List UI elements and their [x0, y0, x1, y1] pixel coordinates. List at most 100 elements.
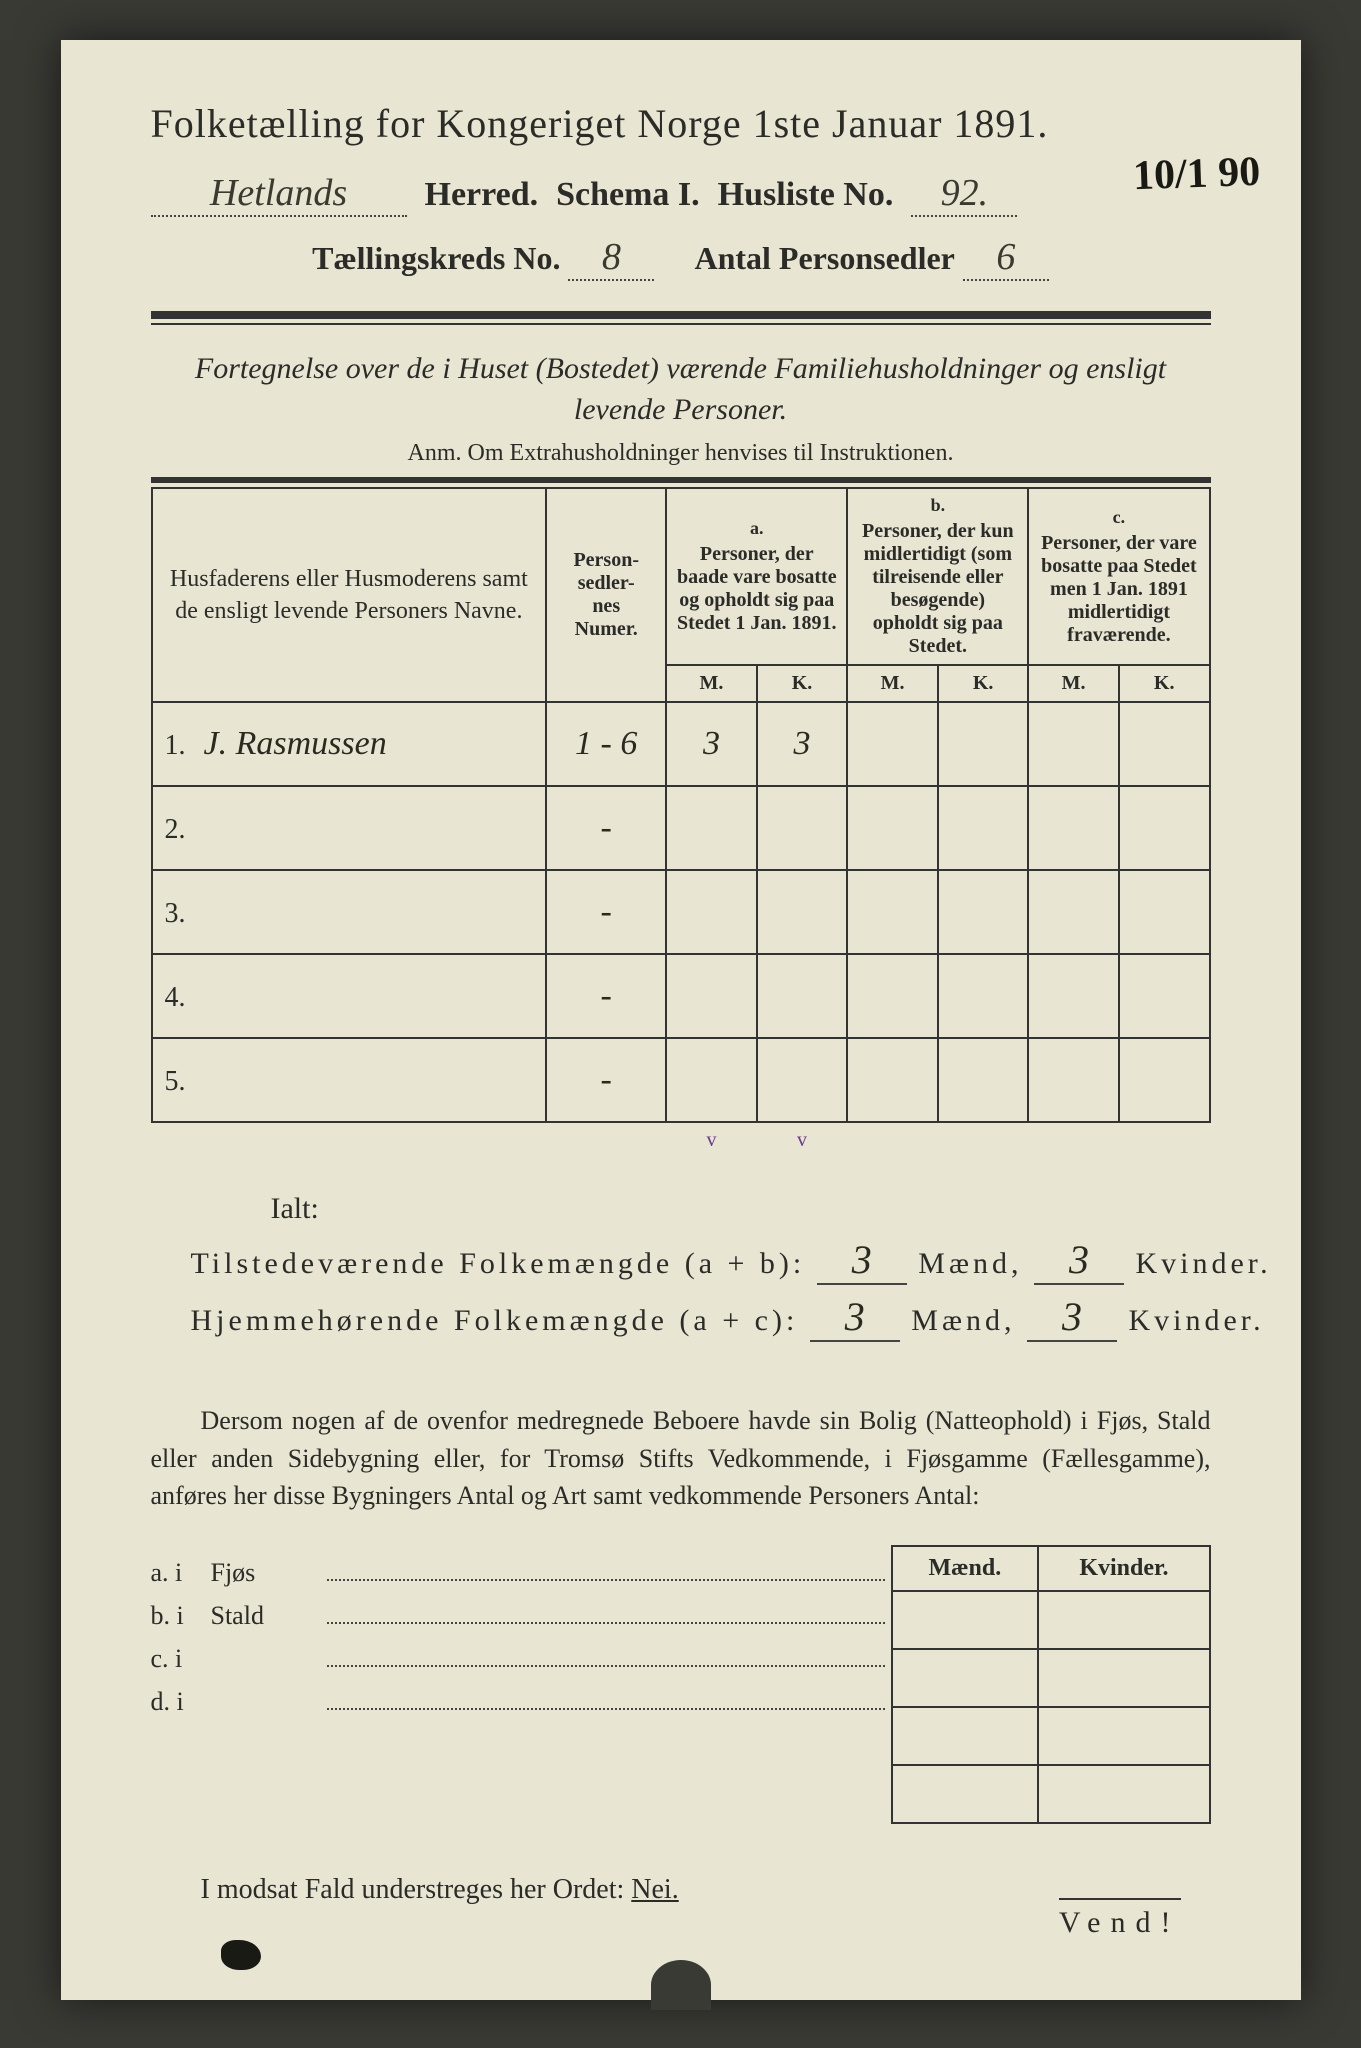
building-txt: Fjøs — [211, 1558, 321, 1588]
mk-cell — [892, 1765, 1039, 1823]
main-table: Husfaderens eller Husmoderens samt de en… — [151, 487, 1211, 1158]
col-c-label: c. — [1037, 507, 1200, 528]
sum-line-2: Hjemmehørende Folkemængde (a + c): 3 Mæn… — [191, 1293, 1211, 1342]
col-numer-text: Person- sedler- nes Numer. — [573, 549, 639, 640]
fortegnelse-heading: Fortegnelse over de i Huset (Bostedet) v… — [151, 349, 1211, 430]
row-ak: 3 — [757, 702, 848, 786]
col-a-header: a. Personer, der baade vare bosatte og o… — [666, 488, 847, 665]
husliste-label: Husliste No. — [718, 176, 894, 214]
sum-line-1: Tilstedeværende Folkemængde (a + b): 3 M… — [191, 1236, 1211, 1285]
dots — [327, 1682, 885, 1710]
row-ck — [1119, 786, 1210, 870]
mk-cell — [1038, 1765, 1209, 1823]
row-numer: 1 - 6 — [546, 702, 666, 786]
antal-label: Antal Personsedler — [694, 240, 954, 276]
row-name: 1.J. Rasmussen — [152, 702, 547, 786]
row-bm — [847, 870, 938, 954]
row-cm — [1028, 702, 1119, 786]
row-name: 4. — [152, 954, 547, 1038]
row-am — [666, 1038, 757, 1122]
row-ck — [1119, 1038, 1210, 1122]
row-name: 2. — [152, 786, 547, 870]
table-row: 4.- — [152, 954, 1210, 1038]
building-list: a. iFjøsb. iStaldc. id. i — [151, 1545, 891, 1725]
row-ck — [1119, 870, 1210, 954]
page-title: Folketælling for Kongeriget Norge 1ste J… — [151, 100, 1211, 147]
col-names-text: Husfaderens eller Husmoderens samt de en… — [170, 566, 528, 624]
col-b-text: Personer, der kun midlertidigt (som tilr… — [862, 520, 1014, 657]
check-a-m: v — [666, 1122, 757, 1158]
dots — [327, 1596, 885, 1624]
row-bm — [847, 702, 938, 786]
sum1-k: 3 — [1034, 1236, 1124, 1285]
mk-maend: Mænd. — [892, 1546, 1039, 1591]
divider — [151, 477, 1211, 483]
building-lbl: d. i — [151, 1687, 211, 1717]
row-numer: - — [546, 786, 666, 870]
col-names-header: Husfaderens eller Husmoderens samt de en… — [152, 488, 547, 702]
divider — [151, 311, 1211, 325]
row-name: 5. — [152, 1038, 547, 1122]
col-b-label: b. — [856, 495, 1019, 516]
col-a-k: K. — [757, 665, 848, 702]
col-c-text: Personer, der vare bosatte paa Stedet me… — [1041, 532, 1197, 646]
anm-note: Anm. Om Extrahusholdninger henvises til … — [151, 440, 1211, 467]
husliste-field: 92. — [911, 171, 1017, 217]
row-cm — [1028, 786, 1119, 870]
building-lbl: b. i — [151, 1601, 211, 1631]
col-c-m: M. — [1028, 665, 1119, 702]
dots — [327, 1639, 885, 1667]
building-row: a. iFjøs — [151, 1553, 891, 1588]
building-lbl: c. i — [151, 1644, 211, 1674]
check-a-k: v — [757, 1122, 848, 1158]
row-numer: - — [546, 1038, 666, 1122]
herred-label: Herred. — [425, 176, 539, 214]
row-am — [666, 954, 757, 1038]
row-bk — [938, 954, 1029, 1038]
row-am — [666, 786, 757, 870]
mk-cell — [1038, 1649, 1209, 1707]
col-a-m: M. — [666, 665, 757, 702]
sum-kvinder: Kvinder. — [1135, 1247, 1271, 1280]
ink-blot — [221, 1940, 261, 1970]
row-ak — [757, 1038, 848, 1122]
building-block: a. iFjøsb. iStaldc. id. i Mænd. Kvinder. — [151, 1545, 1211, 1824]
row-am — [666, 870, 757, 954]
corner-annotation: 10/1 90 — [1133, 148, 1262, 200]
row-ck — [1119, 702, 1210, 786]
nei-word: Nei. — [631, 1874, 678, 1905]
table-row: 3.- — [152, 870, 1210, 954]
building-row: b. iStald — [151, 1596, 891, 1631]
header-line-3: Tællingskreds No. 8 Antal Personsedler 6 — [151, 235, 1211, 281]
sum2-m: 3 — [810, 1293, 900, 1342]
row-bm — [847, 786, 938, 870]
sum2-label: Hjemmehørende Folkemængde (a + c): — [191, 1304, 799, 1337]
ialt-label: Ialt: — [271, 1192, 1211, 1226]
kreds-field: 8 — [568, 235, 654, 281]
row-ak — [757, 954, 848, 1038]
row-bk — [938, 1038, 1029, 1122]
herred-field: Hetlands — [151, 171, 407, 217]
table-row: 1.J. Rasmussen1 - 633 — [152, 702, 1210, 786]
building-txt: Stald — [211, 1601, 321, 1631]
row-bk — [938, 702, 1029, 786]
col-b-m: M. — [847, 665, 938, 702]
building-mk-table: Mænd. Kvinder. — [891, 1545, 1211, 1824]
paragraph: Dersom nogen af de ovenfor medregnede Be… — [151, 1402, 1211, 1515]
kreds-label: Tællingskreds No. — [312, 240, 560, 276]
col-c-header: c. Personer, der vare bosatte paa Stedet… — [1028, 488, 1209, 665]
building-lbl: a. i — [151, 1558, 211, 1588]
row-name: 3. — [152, 870, 547, 954]
building-row: c. i — [151, 1639, 891, 1674]
row-cm — [1028, 870, 1119, 954]
document-page: 10/1 90 Folketælling for Kongeriget Norg… — [61, 40, 1301, 2000]
row-numer: - — [546, 870, 666, 954]
mk-cell — [892, 1649, 1039, 1707]
col-c-k: K. — [1119, 665, 1210, 702]
row-bm — [847, 954, 938, 1038]
row-am: 3 — [666, 702, 757, 786]
building-row: d. i — [151, 1682, 891, 1717]
row-ak — [757, 870, 848, 954]
header-line-2: Hetlands Herred. Schema I. Husliste No. … — [151, 171, 1211, 217]
sum-kvinder: Kvinder. — [1128, 1304, 1264, 1337]
